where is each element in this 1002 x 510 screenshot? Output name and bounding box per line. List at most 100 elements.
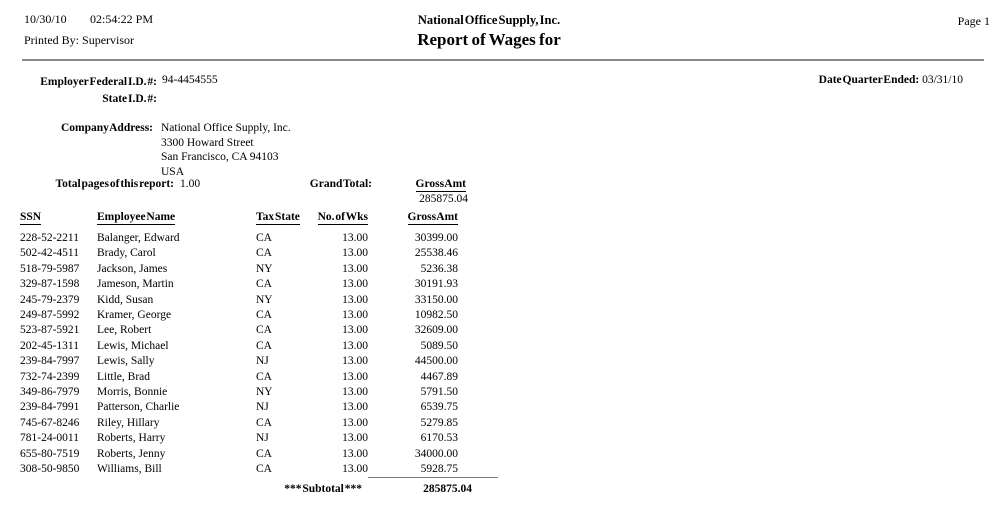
table-cell: 13.00	[342, 324, 368, 337]
col-employee-name-header: Employee Name	[97, 211, 176, 225]
table-row: 308-50-9850 Williams, Bill CA 13.00 5928.75	[20, 462, 458, 477]
company-address: National Office Supply, Inc. 3300 Howard…	[161, 121, 291, 179]
quarter-ended-value: 03/31/10	[922, 74, 963, 86]
table-cell: 13.00	[342, 432, 368, 445]
table-cell: 13.00	[342, 386, 368, 399]
table-cell: 13.00	[342, 447, 368, 460]
state-id-label: State I.D. #:	[102, 93, 157, 106]
table-cell: Little, Brad	[97, 370, 151, 383]
table-cell: 518-79-5987	[20, 262, 80, 275]
table-cell: CA	[256, 232, 272, 244]
table-cell: 5089.50	[420, 339, 458, 352]
table-row: 732-74-2399 Little, Brad CA 13.00 4467.89	[20, 370, 458, 385]
table-cell: 30399.00	[414, 232, 458, 244]
printed-by-value: Supervisor	[82, 33, 135, 47]
company-name-header: National Office Supply, Inc.	[417, 13, 561, 27]
printed-by: Printed By: Supervisor	[24, 33, 134, 48]
header-rule	[22, 59, 984, 61]
table-cell: CA	[256, 416, 272, 429]
table-cell: 239-84-7997	[20, 355, 80, 368]
table-cell: 6539.75	[420, 401, 458, 414]
table-row: 518-79-5987 Jackson, James NY 13.00 5236.38	[20, 262, 458, 277]
total-pages-value: 1.00	[180, 178, 201, 190]
col-ssn-header: SSN	[20, 211, 42, 225]
table-cell: 13.00	[342, 293, 368, 306]
print-date: 10/30/10	[24, 12, 67, 26]
col-gross-amt-header: Gross Amt	[407, 211, 458, 225]
table-cell: 745-67-8246	[20, 416, 80, 429]
col-no-of-wks-header: No. of Wks	[317, 211, 368, 225]
table-cell: 13.00	[342, 278, 368, 291]
table-cell: Lee, Robert	[97, 324, 152, 337]
table-cell: Roberts, Harry	[97, 432, 166, 445]
employer-federal-id-label: Employer Federal I.D. #:	[40, 76, 157, 88]
employer-id-labels: Employer Federal I.D. #: State I.D. #:	[0, 74, 157, 109]
table-cell: Lewis, Michael	[97, 339, 169, 352]
table-row: 502-42-4511 Brady, Carol CA 13.00 25538.46	[20, 246, 458, 261]
table-cell: 13.00	[342, 416, 368, 429]
table-cell: Kramer, George	[97, 309, 172, 322]
table-cell: 202-45-1311	[20, 339, 79, 352]
subtotal-value: 285875.04	[423, 483, 472, 495]
table-cell: 13.00	[342, 339, 368, 352]
table-cell: Jackson, James	[97, 262, 168, 275]
table-cell: Jameson, Martin	[97, 278, 174, 291]
table-cell: NY	[256, 386, 273, 399]
table-cell: CA	[256, 370, 272, 383]
table-row: 239-84-7991 Patterson, Charlie NJ 13.00 6539…	[20, 400, 458, 415]
table-cell: 13.00	[342, 463, 368, 476]
table-cell: 239-84-7991	[20, 401, 80, 414]
table-cell: 6170.53	[420, 432, 458, 445]
table-row: 655-80-7519 Roberts, Jenny CA 13.00 34000.00	[20, 447, 458, 462]
table-cell: 655-80-7519	[20, 447, 80, 460]
table-cell: NJ	[256, 432, 269, 445]
table-cell: Balanger, Edward	[97, 232, 180, 244]
table-row: 228-52-2211 Balanger, Edward CA 13.00 30399.…	[20, 231, 458, 246]
subtotal-rule	[368, 477, 498, 478]
wage-table-header: SSN Employee Name Tax State No. of Wks G…	[20, 211, 458, 231]
table-cell: NY	[256, 293, 273, 306]
table-cell: 5279.85	[420, 416, 458, 429]
table-cell: 33150.00	[414, 293, 458, 306]
col-tax-state-header: Tax State	[256, 211, 300, 225]
total-pages-label: Total pages of this report:	[55, 178, 175, 190]
table-cell: CA	[256, 463, 272, 476]
table-cell: 502-42-4511	[20, 247, 79, 260]
table-row: 745-67-8246 Riley, Hillary CA 13.00 5279.85	[20, 416, 458, 431]
company-address-line: USA	[161, 165, 185, 178]
table-cell: 781-24-0011	[20, 432, 79, 445]
table-cell: 5928.75	[420, 463, 458, 476]
table-cell: Williams, Bill	[97, 463, 162, 476]
table-cell: 44500.00	[414, 355, 458, 368]
table-row: 239-84-7997 Lewis, Sally NJ 13.00 44500.00	[20, 354, 458, 369]
table-cell: NJ	[256, 355, 269, 368]
company-address-line: 3300 Howard Street	[161, 136, 254, 149]
table-row: 245-79-2379 Kidd, Susan NY 13.00 33150.00	[20, 293, 458, 308]
page-number: Page 1	[957, 14, 990, 28]
employer-federal-id-value: 94-4454555	[162, 74, 218, 86]
table-cell: 13.00	[342, 232, 368, 244]
table-cell: Roberts, Jenny	[97, 447, 166, 460]
table-cell: 34000.00	[414, 447, 458, 460]
table-row: 523-87-5921 Lee, Robert CA 13.00 32609.00	[20, 323, 458, 338]
table-cell: Morris, Bonnie	[97, 386, 168, 399]
table-cell: CA	[256, 447, 272, 460]
table-cell: 4467.89	[420, 370, 458, 383]
grand-total-gross-amt-header: Gross Amt	[380, 178, 466, 192]
table-cell: 308-50-9850	[20, 463, 80, 476]
table-cell: 30191.93	[414, 278, 458, 291]
table-row: 202-45-1311 Lewis, Michael CA 13.00 5089.50	[20, 339, 458, 354]
wage-table-body: 228-52-2211 Balanger, Edward CA 13.00 30399.…	[20, 231, 458, 478]
table-cell: 523-87-5921	[20, 324, 80, 337]
table-cell: CA	[256, 309, 272, 322]
table-cell: NJ	[256, 401, 269, 414]
grand-total-label: Grand Total:	[309, 178, 372, 190]
grand-total-value: 285875.04	[419, 193, 468, 205]
gross-amt-header-text: Gross Amt	[415, 178, 466, 192]
report-title: Report of Wages for	[417, 30, 561, 49]
table-cell: 25538.46	[414, 247, 458, 260]
table-row: 249-87-5992 Kramer, George CA 13.00 10982.50	[20, 308, 458, 323]
quarter-ended-label: Date Quarter Ended:	[818, 74, 920, 86]
table-cell: Brady, Carol	[97, 247, 156, 260]
